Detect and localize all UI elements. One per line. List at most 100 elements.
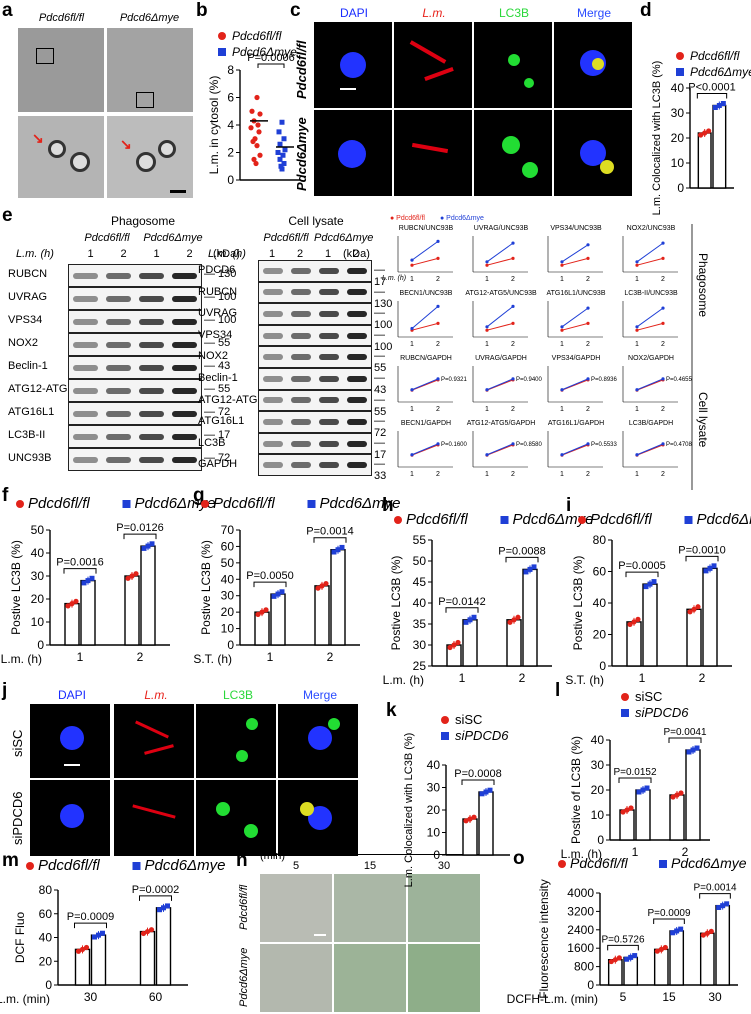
mini-line-ko — [486, 306, 514, 328]
legend-label: Pdcd6Δmye — [135, 495, 216, 512]
legend-marker-square — [122, 500, 131, 508]
image-c-dapi-wt — [314, 22, 392, 108]
pvalue-bracket — [625, 571, 659, 578]
side-label-lysate: Cell lysate — [696, 392, 710, 448]
data-point — [133, 571, 139, 577]
ch-label-merge: Merge — [302, 688, 337, 702]
x-tick-label: 2 — [699, 671, 706, 685]
bar — [669, 930, 685, 986]
time-unit-label: (min) — [260, 850, 286, 862]
data-point — [690, 747, 696, 753]
x-tick-label: 30 — [708, 990, 722, 1004]
kda-marker: — 72 — [204, 406, 231, 418]
blot-band — [172, 364, 197, 371]
mini-tick: 2 — [661, 276, 665, 283]
mini-tick: 2 — [436, 341, 440, 348]
bar — [686, 608, 702, 667]
y-tick-label: 20 — [593, 628, 607, 642]
mini-line-wt — [486, 322, 514, 331]
blot-band — [73, 387, 98, 394]
mini-tick: 2 — [661, 406, 665, 413]
mini-line-ko — [486, 443, 514, 456]
y-axis-label: Postive of LC3B (%) — [569, 736, 583, 844]
data-point — [635, 616, 641, 622]
bar — [715, 904, 731, 986]
y-tick-label: 40 — [31, 546, 45, 560]
data-point — [628, 954, 634, 960]
y-tick-label: 30 — [31, 569, 45, 583]
blot-row-label: Beclin-1 — [198, 372, 238, 384]
y-tick-label: 30 — [671, 106, 685, 120]
kda-marker: — 72 — [374, 415, 387, 440]
mini-plot-title: BECN1/GAPDH — [401, 420, 451, 427]
kda-marker: — 100 — [204, 291, 237, 303]
mini-tick: 2 — [511, 276, 515, 283]
blot-band — [319, 267, 339, 274]
x-axis-label: S.T. (h) — [565, 673, 604, 687]
y-tick-label: 10 — [591, 808, 605, 822]
data-point — [129, 573, 135, 579]
blot-band — [172, 456, 197, 463]
y-tick-label: 0 — [587, 978, 594, 992]
pvalue-label: P=0.0142 — [438, 596, 485, 608]
y-tick-label: 4 — [227, 118, 234, 132]
data-point — [616, 955, 622, 961]
data-point — [467, 816, 473, 822]
pvalue-bracket — [139, 895, 172, 901]
bar — [626, 621, 642, 667]
panel-label-k: k — [386, 700, 397, 721]
blot-strip — [68, 425, 202, 448]
panel-e-quant: ● Pdcd6fl/fl ● Pdcd6Δmye RUBCN/UNC93B 1 2 L.m… — [382, 215, 693, 490]
data-point — [647, 581, 653, 587]
legend-marker-square — [218, 48, 226, 56]
lane-label: 2 — [296, 248, 304, 260]
data-point — [335, 547, 341, 553]
pvalue-label: P=0.0014 — [693, 883, 737, 894]
data-point — [686, 749, 692, 755]
data-point — [711, 563, 717, 569]
mini-plot-title: NOX2/GAPDH — [628, 355, 674, 362]
blot-band — [139, 341, 164, 348]
mini-line-ko — [561, 244, 589, 263]
time-label: 30 — [437, 860, 451, 872]
bar — [522, 568, 538, 667]
lane-label: 1 — [87, 248, 94, 260]
phago-group-ko: Pdcd6Δmye — [143, 232, 203, 244]
zoom-box-ko — [136, 92, 154, 108]
legend-label: siPDCD6 — [635, 705, 689, 720]
data-point — [141, 545, 147, 551]
mini-pvalue: P=0.9400 — [516, 377, 543, 383]
mini-pvalue: P=0.1600 — [441, 442, 468, 448]
pvalue-label: P=0.0002 — [132, 884, 179, 896]
mini-line-ko — [636, 443, 664, 456]
blot-row-label: UVRAG — [8, 291, 48, 303]
legend-label: Pdcd6Δmye — [320, 495, 401, 512]
panel-label-n: n — [236, 850, 248, 871]
y-tick-label: 25 — [413, 659, 427, 673]
blot-row-label: UVRAG — [198, 307, 238, 320]
x-tick-label: 2 — [137, 650, 144, 664]
y-tick-label: 0 — [45, 978, 52, 992]
blot-band — [106, 433, 131, 440]
mini-point — [436, 304, 440, 308]
data-point — [527, 566, 533, 572]
y-tick-label: 3200 — [567, 904, 594, 918]
blot-band — [347, 462, 367, 469]
data-point — [631, 619, 637, 625]
y-tick-label: 40 — [593, 596, 607, 610]
blot-strip — [258, 411, 372, 433]
bar — [478, 791, 494, 856]
phago-kda-label: (kDa) — [213, 248, 240, 260]
bar — [124, 575, 140, 646]
mini-tick: 2 — [436, 276, 440, 283]
panel-label-o: o — [513, 848, 525, 869]
data-point — [636, 789, 642, 795]
phagosome-ko-2 — [158, 140, 176, 158]
mini-pvalue: P=0.8580 — [516, 442, 543, 448]
pvalue-label: P=0.0009 — [67, 911, 114, 923]
pvalue-bracket — [696, 93, 728, 99]
kda-marker: — 130 — [374, 285, 393, 310]
data-point — [250, 138, 256, 145]
blot-row-label: VPS34 — [198, 328, 233, 341]
blot-band — [106, 387, 131, 394]
